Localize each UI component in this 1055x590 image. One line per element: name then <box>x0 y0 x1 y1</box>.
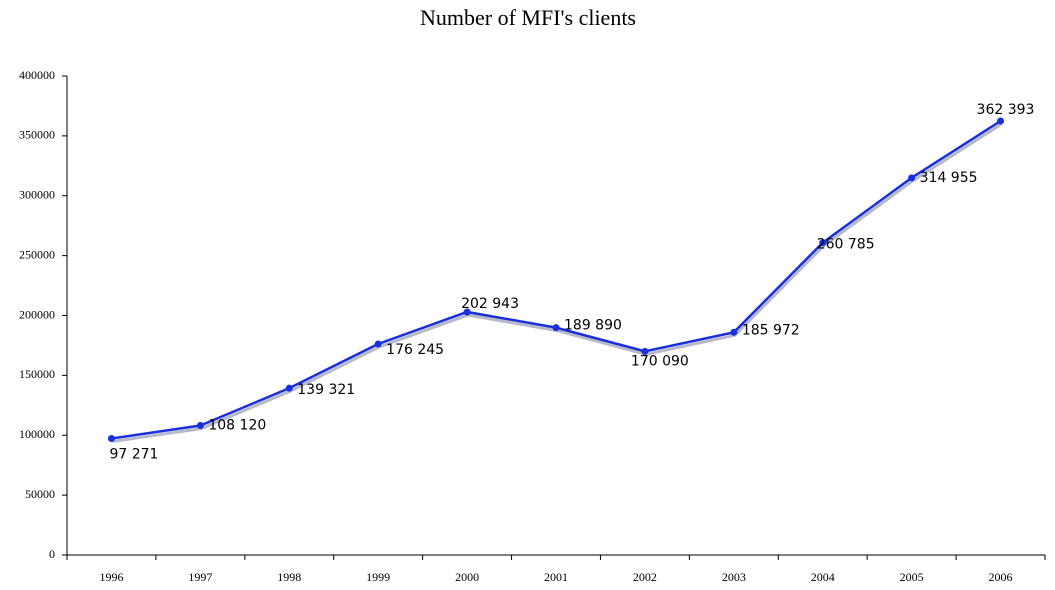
x-tick-label: 2005 <box>900 570 924 584</box>
data-label: 185 972 <box>742 322 800 338</box>
marker <box>730 328 738 336</box>
marker <box>285 384 293 392</box>
x-tick-label: 2004 <box>811 570 835 584</box>
data-label: 108 120 <box>208 418 266 434</box>
marker <box>552 324 560 332</box>
data-label: 362 393 <box>977 102 1035 118</box>
x-tick-label: 2000 <box>455 570 479 584</box>
data-label: 260 785 <box>817 237 875 253</box>
marker <box>819 239 827 247</box>
y-tick-label: 250000 <box>19 247 55 261</box>
data-label: 139 321 <box>297 382 355 398</box>
x-tick-label: 1999 <box>366 570 390 584</box>
y-tick-label: 300000 <box>19 188 55 202</box>
marker <box>997 117 1005 125</box>
y-tick-label: 200000 <box>19 307 55 321</box>
y-tick-label: 350000 <box>19 128 55 142</box>
line-shadow <box>112 122 1003 444</box>
y-tick-label: 400000 <box>19 68 55 82</box>
data-label: 170 090 <box>631 353 689 369</box>
x-tick-label: 2006 <box>989 570 1013 584</box>
marker <box>641 347 649 355</box>
y-tick-label: 0 <box>49 547 55 561</box>
x-tick-label: 1998 <box>277 570 301 584</box>
y-tick-label: 50000 <box>25 487 55 501</box>
marker <box>463 308 471 316</box>
chart-title: Number of MFI's clients <box>420 5 636 30</box>
marker <box>107 435 115 443</box>
marker <box>196 422 204 430</box>
data-label: 97 271 <box>109 447 158 463</box>
marker <box>374 340 382 348</box>
x-tick-label: 2002 <box>633 570 657 584</box>
y-tick-label: 150000 <box>19 367 55 381</box>
marker <box>908 174 916 182</box>
x-tick-label: 2003 <box>722 570 746 584</box>
x-tick-label: 2001 <box>544 570 568 584</box>
line <box>111 119 1002 440</box>
x-tick-label: 1996 <box>99 570 123 584</box>
data-label: 189 890 <box>564 318 622 334</box>
x-tick-label: 1997 <box>188 570 212 584</box>
data-label: 202 943 <box>461 296 519 312</box>
data-label: 176 245 <box>386 342 444 358</box>
y-tick-label: 100000 <box>19 427 55 441</box>
data-label: 314 955 <box>920 170 978 186</box>
